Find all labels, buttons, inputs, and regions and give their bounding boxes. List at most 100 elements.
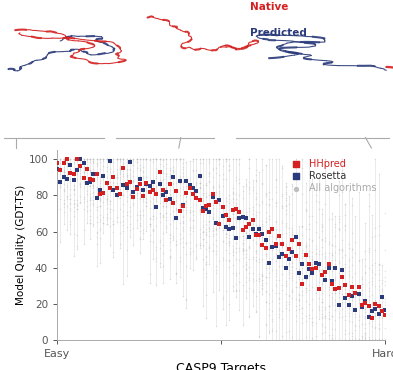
- Point: [156, 194, 163, 200]
- Point: [345, 337, 352, 343]
- Point: [100, 199, 107, 205]
- Point: [365, 334, 372, 340]
- Point: [345, 188, 352, 194]
- Point: [117, 206, 123, 212]
- Point: [196, 180, 203, 186]
- Point: [176, 156, 183, 162]
- Point: [213, 225, 219, 231]
- Point: [349, 337, 355, 343]
- Point: [369, 300, 375, 306]
- Point: [220, 184, 226, 189]
- Point: [114, 172, 120, 178]
- Point: [163, 204, 169, 210]
- Point: [90, 184, 97, 190]
- Point: [342, 223, 349, 229]
- Point: [349, 337, 355, 343]
- Point: [375, 337, 382, 343]
- Point: [266, 229, 272, 235]
- Point: [216, 193, 222, 199]
- Point: [137, 156, 143, 162]
- Point: [74, 156, 80, 162]
- Point: [253, 254, 259, 260]
- Point: [352, 213, 358, 219]
- Point: [220, 204, 226, 210]
- Point: [319, 321, 325, 327]
- Point: [90, 182, 97, 188]
- Point: [137, 181, 143, 187]
- Point: [97, 166, 103, 172]
- Point: [100, 156, 107, 162]
- Point: [362, 270, 368, 276]
- Point: [263, 299, 269, 305]
- Point: [253, 308, 259, 314]
- Point: [299, 261, 305, 267]
- Point: [70, 170, 77, 176]
- Point: [322, 277, 329, 283]
- Point: [183, 178, 189, 184]
- Point: [329, 285, 335, 291]
- Point: [156, 214, 163, 220]
- Point: [67, 205, 73, 211]
- Point: [246, 275, 252, 281]
- Point: [362, 321, 368, 327]
- Point: [379, 337, 385, 343]
- Point: [349, 293, 355, 299]
- Point: [196, 206, 203, 212]
- Point: [114, 214, 120, 220]
- Point: [74, 169, 80, 175]
- Point: [263, 321, 269, 327]
- Point: [309, 249, 315, 255]
- Point: [349, 319, 355, 325]
- Point: [117, 176, 123, 182]
- Point: [365, 320, 372, 326]
- Point: [94, 195, 100, 201]
- Point: [87, 179, 93, 185]
- Point: [276, 263, 282, 269]
- Point: [342, 327, 349, 333]
- Point: [296, 292, 302, 298]
- Point: [253, 309, 259, 315]
- Point: [104, 221, 110, 227]
- Point: [312, 219, 319, 225]
- Point: [54, 166, 60, 172]
- Point: [246, 165, 252, 171]
- Point: [339, 189, 345, 195]
- Point: [326, 332, 332, 338]
- Point: [74, 206, 80, 212]
- Point: [259, 282, 266, 288]
- Point: [206, 156, 213, 162]
- Point: [61, 174, 67, 180]
- Point: [143, 195, 150, 201]
- Point: [292, 256, 299, 262]
- Point: [266, 328, 272, 334]
- Point: [203, 182, 209, 188]
- Point: [183, 263, 189, 269]
- Point: [243, 209, 249, 215]
- Point: [312, 320, 319, 326]
- Point: [127, 208, 133, 214]
- Point: [160, 191, 166, 197]
- Point: [196, 245, 203, 251]
- Point: [233, 240, 239, 246]
- Point: [250, 303, 256, 309]
- Point: [279, 252, 286, 258]
- Point: [243, 230, 249, 236]
- Point: [104, 215, 110, 221]
- Point: [150, 156, 156, 162]
- Point: [246, 184, 252, 190]
- Point: [173, 242, 180, 248]
- Point: [127, 234, 133, 240]
- Point: [143, 199, 150, 205]
- Point: [273, 235, 279, 241]
- Point: [332, 297, 338, 303]
- Point: [200, 236, 206, 242]
- Point: [230, 211, 236, 216]
- Point: [239, 248, 246, 254]
- Point: [263, 299, 269, 305]
- Point: [239, 246, 246, 252]
- Point: [375, 326, 382, 332]
- Point: [263, 219, 269, 225]
- Point: [140, 208, 146, 213]
- Point: [292, 337, 299, 343]
- Point: [54, 159, 60, 165]
